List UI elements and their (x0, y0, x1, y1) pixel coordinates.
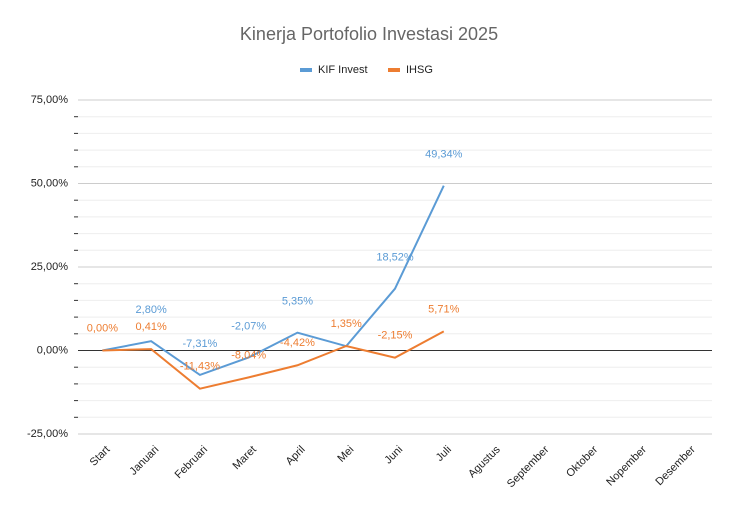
y-tick-label: 0,00% (37, 344, 68, 356)
x-tick-label: Februari (173, 444, 210, 481)
x-tick-label: Start (88, 444, 113, 469)
x-tick-label: Januari (127, 444, 161, 478)
value-label: -2,07% (231, 320, 266, 332)
value-label: 5,71% (428, 303, 459, 315)
legend-label: IHSG (406, 64, 433, 76)
value-label: -11,43% (180, 361, 220, 373)
x-tick-label: Maret (230, 444, 258, 472)
value-label: 1,35% (331, 318, 362, 330)
series-line (102, 330, 445, 390)
y-tick-label: 25,00% (31, 261, 69, 273)
y-tick-label: 50,00% (31, 177, 69, 189)
y-tick-label: -25,00% (27, 428, 68, 440)
value-label: -4,42% (280, 337, 315, 349)
value-label: 5,35% (282, 296, 313, 308)
x-tick-label: April (284, 444, 308, 468)
x-tick-label: Oktober (564, 443, 600, 479)
value-label: -8,04% (231, 349, 266, 361)
value-label: -7,31% (182, 338, 217, 350)
x-tick-label: Nopember (604, 443, 649, 488)
value-label: 0,00% (87, 322, 118, 334)
chart-title: Kinerja Portofolio Investasi 2025 (240, 24, 498, 44)
legend-label: KIF Invest (318, 64, 368, 76)
x-tick-label: Mei (335, 444, 356, 465)
y-tick-label: 75,00% (31, 94, 69, 106)
x-tick-label: Juli (434, 444, 454, 464)
series-line (102, 185, 445, 377)
value-label: -2,15% (378, 330, 413, 342)
value-label: 2,80% (136, 304, 167, 316)
x-tick-label: Juni (382, 444, 405, 467)
x-tick-label: September (505, 443, 552, 490)
value-label: 18,52% (376, 252, 414, 264)
x-tick-label: Agustus (466, 443, 503, 480)
value-label: 49,34% (425, 149, 463, 161)
x-tick-label: Desember (653, 443, 698, 488)
value-label: 0,41% (136, 321, 167, 333)
